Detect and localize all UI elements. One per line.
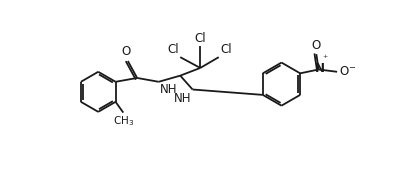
Text: O: O [312,39,321,52]
Text: NH: NH [160,83,177,96]
Text: O: O [122,45,131,58]
Text: Cl: Cl [220,43,232,56]
Text: $^{+}$: $^{+}$ [322,54,329,62]
Text: N: N [314,62,324,75]
Text: NH: NH [173,92,191,105]
Text: CH$_3$: CH$_3$ [112,114,134,128]
Text: Cl: Cl [194,32,206,45]
Text: O$^{-}$: O$^{-}$ [339,65,356,78]
Text: Cl: Cl [167,43,179,56]
